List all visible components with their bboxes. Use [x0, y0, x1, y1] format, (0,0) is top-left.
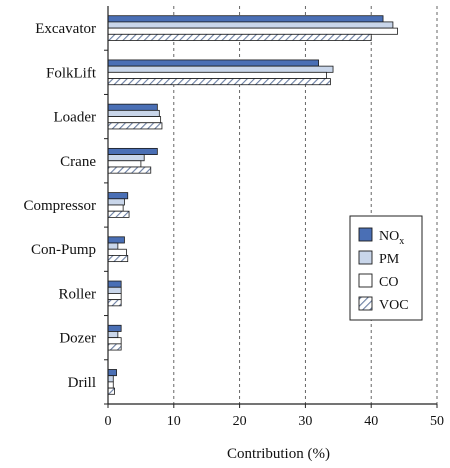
x-tick-label: 10 [167, 414, 181, 429]
category-label: Roller [59, 286, 97, 302]
legend-swatch-nox [358, 227, 373, 242]
category-label: Loader [54, 110, 96, 126]
bar-voc-compressor [107, 210, 130, 218]
bar-nox-roller [107, 280, 122, 288]
legend-swatch-pm [358, 250, 373, 265]
bar-voc-roller [107, 299, 122, 307]
x-tick-label: 40 [364, 414, 378, 429]
bar-co-loader [107, 116, 162, 124]
category-label: Drill [68, 375, 96, 391]
legend-label-pm: PM [379, 252, 400, 267]
axes [104, 6, 438, 408]
legend-label-co: CO [379, 275, 398, 290]
bar-co-excavator [107, 27, 398, 35]
bar-voc-crane [107, 166, 152, 174]
bar-voc-drill [107, 387, 115, 395]
bar-nox-con-pump [107, 236, 125, 244]
bar-pm-compressor [107, 198, 125, 206]
bar-pm-crane [107, 154, 145, 162]
legend-swatch-co [358, 273, 373, 288]
bar-voc-loader [107, 122, 163, 130]
bar-nox-compressor [107, 192, 129, 200]
category-label: Con-Pump [31, 242, 96, 258]
bar-nox-excavator [107, 15, 384, 23]
category-label: Dozer [59, 331, 96, 347]
bar-pm-loader [107, 109, 160, 117]
category-label: Crane [60, 154, 96, 170]
bars [107, 15, 398, 395]
x-axis-title: Contribution (%) [227, 446, 330, 462]
category-label: Compressor [24, 198, 97, 214]
legend: NOx PM CO VOC [349, 215, 423, 321]
bar-co-folklift [107, 71, 327, 79]
x-tick-label: 30 [298, 414, 312, 429]
legend-swatch-voc [358, 296, 373, 311]
bar-co-roller [107, 293, 122, 301]
bar-co-dozer [107, 337, 122, 345]
legend-label-nox: NOx [379, 229, 404, 247]
bar-co-crane [107, 160, 142, 168]
bar-nox-loader [107, 103, 158, 111]
bar-nox-folklift [107, 59, 319, 67]
bar-co-con-pump [107, 248, 127, 256]
bar-nox-dozer [107, 324, 122, 332]
bar-pm-con-pump [107, 242, 119, 250]
bar-co-drill [107, 381, 114, 389]
bar-pm-dozer [107, 331, 119, 339]
bar-pm-roller [107, 286, 122, 294]
category-label: FolkLift [46, 65, 97, 81]
category-labels: Excavator FolkLift Loader Crane Compressor Co… [24, 21, 97, 391]
bar-voc-con-pump [107, 255, 129, 263]
bar-voc-folklift [107, 78, 331, 86]
bar-pm-excavator [107, 21, 394, 29]
x-tick-label: 50 [430, 414, 444, 429]
legend-label-voc: VOC [379, 298, 409, 313]
bar-nox-crane [107, 147, 158, 155]
bar-pm-drill [107, 375, 114, 383]
bar-voc-excavator [107, 33, 372, 41]
x-tick-label: 0 [105, 414, 112, 429]
bar-co-compressor [107, 204, 124, 212]
bar-pm-folklift [107, 65, 334, 73]
x-tick-label: 20 [233, 414, 247, 429]
bar-voc-dozer [107, 343, 122, 351]
x-tick-labels: 0 10 20 30 40 50 [105, 414, 445, 429]
bar-nox-drill [107, 369, 117, 377]
category-label: Excavator [35, 21, 96, 37]
